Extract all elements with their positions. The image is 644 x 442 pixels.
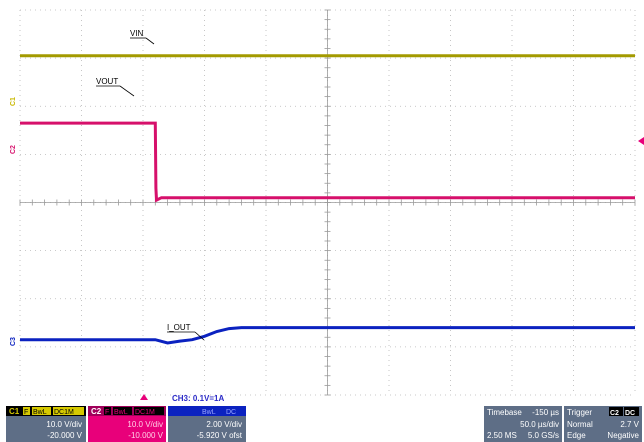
trigger-source: C2 xyxy=(610,410,619,417)
trigger-level: 2.7 V xyxy=(620,420,639,429)
ch1-tag3: DC1M xyxy=(54,409,74,416)
ch1-tag2: BwL xyxy=(33,409,47,416)
timebase-samples: 2.50 MS xyxy=(487,431,517,440)
vin-label-group: VIN xyxy=(130,29,155,45)
ch3-vdiv: 2.00 V/div xyxy=(206,420,242,429)
ch2-tag2: BwL xyxy=(114,409,128,416)
graticule xyxy=(19,9,636,396)
ch2-tag1: F xyxy=(105,409,109,416)
ch3-descriptor[interactable]: BwL DC 2.00 V/div -5.920 V ofst xyxy=(168,406,246,442)
vout-label: VOUT xyxy=(96,77,118,86)
timebase-label: Timebase xyxy=(487,408,522,417)
iout-label-group: I_OUT xyxy=(167,323,205,341)
ch1-tag1: F xyxy=(24,409,28,416)
ch3-marker: C3 xyxy=(10,337,17,346)
ch2-vdiv: 10.0 V/div xyxy=(127,420,163,429)
ch2-marker: C2 xyxy=(10,145,17,154)
trigger-label: Trigger xyxy=(567,408,592,417)
trigger-mode: Normal xyxy=(567,420,593,429)
vin-label: VIN xyxy=(130,29,144,38)
trigger-level-marker xyxy=(638,137,644,145)
timebase-descriptor[interactable]: Timebase -150 µs 50.0 µs/div 2.50 MS 5.0… xyxy=(484,406,562,442)
ch3-scale-note: CH3: 0.1V=1A xyxy=(172,394,224,403)
trigger-position-marker xyxy=(140,394,148,400)
trigger-descriptor[interactable]: Trigger C2 DC Normal 2.7 V Edge Negative xyxy=(564,406,642,442)
ch3-trace xyxy=(20,326,635,345)
ch1-marker: C1 xyxy=(10,97,17,106)
trigger-type: Edge xyxy=(567,431,586,440)
ch1-vdiv: 10.0 V/div xyxy=(46,420,82,429)
ch3-tag2: BwL xyxy=(202,409,216,416)
timebase-rate: 5.0 GS/s xyxy=(528,431,559,440)
ch2-tag3: DC1M xyxy=(135,409,155,416)
ch1-offset: -20.000 V xyxy=(47,431,82,440)
ch3-tag3: DC xyxy=(226,409,236,416)
iout-label: I_OUT xyxy=(167,323,191,332)
ch1-id: C1 xyxy=(9,407,20,416)
timebase-per-div: 50.0 µs/div xyxy=(520,420,559,429)
ch2-trace xyxy=(20,121,635,203)
trigger-coupling: DC xyxy=(625,410,635,417)
ch3-offset: -5.920 V ofst xyxy=(197,431,243,440)
scope-screen xyxy=(0,0,644,402)
trigger-slope: Negative xyxy=(607,431,639,440)
timebase-delay: -150 µs xyxy=(532,408,559,417)
ch2-descriptor[interactable]: C2 F BwL DC1M 10.0 V/div -10.000 V xyxy=(88,406,166,442)
ch2-offset: -10.000 V xyxy=(128,431,163,440)
vout-label-group: VOUT xyxy=(96,77,135,97)
ch2-id: C2 xyxy=(91,407,102,416)
ch1-descriptor[interactable]: C1 F BwL DC1M 10.0 V/div -20.000 V xyxy=(6,406,86,442)
